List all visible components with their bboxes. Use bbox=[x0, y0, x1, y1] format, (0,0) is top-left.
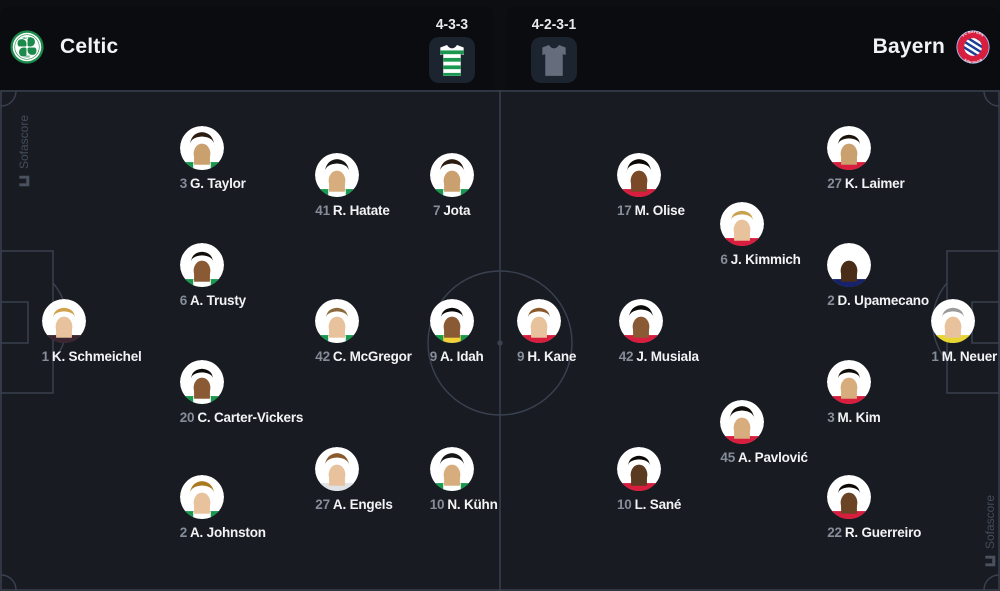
svg-text:1888: 1888 bbox=[24, 55, 30, 58]
